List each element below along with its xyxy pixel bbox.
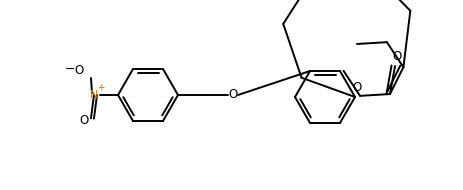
Text: O: O <box>228 89 238 101</box>
Text: −: − <box>65 63 75 75</box>
Text: +: + <box>97 83 105 93</box>
Text: N: N <box>90 90 98 100</box>
Text: O: O <box>79 113 88 127</box>
Text: O: O <box>352 81 362 94</box>
Text: O: O <box>75 64 84 78</box>
Text: O: O <box>392 50 401 63</box>
